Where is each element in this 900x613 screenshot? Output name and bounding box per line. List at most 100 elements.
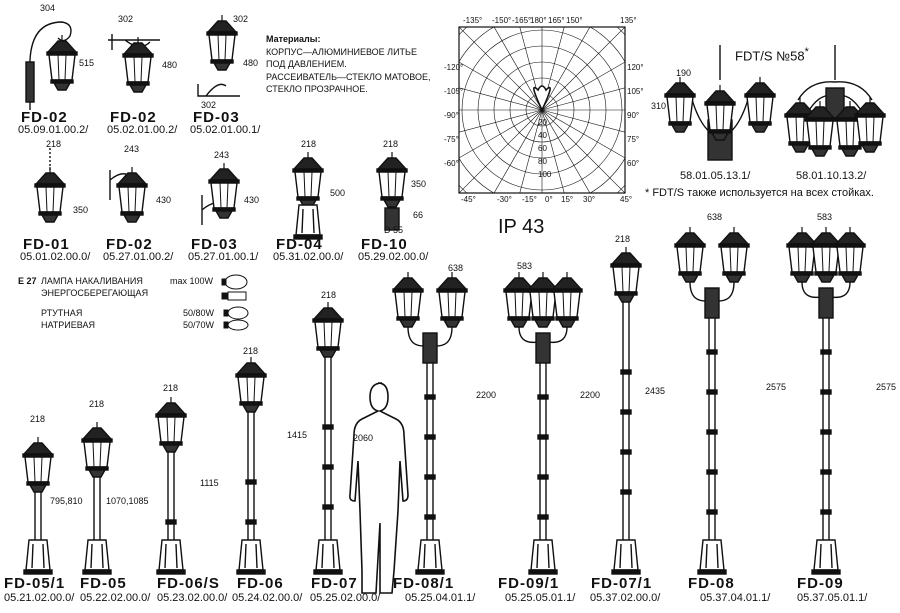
fdts-dim-w: 190 [676,68,692,78]
materials-title: Материалы: [266,34,321,44]
polar-ring-label: 60 [538,144,547,153]
dim-height: 350 [411,179,427,189]
product-code: 05.24.02.00.0/ [232,592,303,604]
polar-label-bottom: 30° [583,195,596,204]
dim-width: 304 [40,3,56,13]
polar-ring-label: 100 [538,170,552,179]
product-code: 05.37.05.01.1/ [797,592,868,604]
polar-label-left: -120° [444,63,464,72]
dim-height: 480 [243,58,259,68]
product-code: 05.09.01.00.2/ [18,124,89,136]
product-code: 05.37.02.00.0/ [590,592,661,604]
fdts-code-2: 58.01.10.13.2/ [796,170,867,182]
polar-label-bottom: -30° [497,195,512,204]
dim-height: 2200 [476,390,497,400]
model-label: FD-05/1 [4,575,66,592]
model-label: FD-07/1 [591,575,653,592]
ip-rating: IP 43 [498,216,545,238]
lamp-row-name: НАТРИЕВАЯ [41,320,95,330]
polar-label-bottom: 45° [620,195,633,204]
product-code: 05.22.02.00.0/ [80,592,151,604]
model-label: FD-06/S [157,575,220,592]
dim-width: 218 [301,139,317,149]
polar-diagram [458,26,626,194]
dim-height: 2575 [766,382,787,392]
product-code: 05.02.01.00.2/ [107,124,178,136]
polar-label-bottom: -45° [461,195,476,204]
polar-label-right: 120° [627,63,644,72]
product-code: 05.25.02.00.0/ [310,592,381,604]
polar-label-bottom: -15° [522,195,537,204]
dim-width: 218 [615,234,631,244]
fdts-footnote: * FDT/S также используется на всех стойк… [645,187,874,199]
fdts-dim-h: 310 [651,101,667,111]
wall-row-drawings [25,14,240,110]
fdts-title: FDT/S №58* [735,46,809,63]
dim-height: 430 [156,195,172,205]
pole-drawings [22,226,866,575]
model-label: FD-02 [106,236,153,253]
lamp-row-power: 50/70W [183,320,215,330]
dim-height: 795,810 [50,496,83,506]
model-label: FD-01 [23,236,70,253]
product-code: 05.23.02.00.0/ [157,592,228,604]
polar-label-left: -60° [444,159,459,168]
product-code: 05.02.01.00.1/ [190,124,261,136]
dim-width: 243 [214,150,230,160]
dim-height: 350 [73,205,89,215]
polar-label-right: 60° [627,159,640,168]
mid-row-drawings [34,148,408,240]
dim-height: 2435 [645,386,666,396]
polar-label-top: -165° [512,16,532,25]
polar-label-top: 150° [566,16,583,25]
fdts-code-1: 58.01.05.13.1/ [680,170,751,182]
product-code: 05.21.02.00.0/ [4,592,75,604]
dim-width: 218 [243,346,259,356]
product-code: 05.29.02.00.0/ [358,251,429,263]
lamp-row-name: ЛАМПА НАКАЛИВАНИЯ [41,276,143,286]
product-code: 05.01.02.00.0/ [20,251,91,263]
model-label: FD-07 [311,575,358,592]
dim-width: 302 [233,14,249,24]
polar-label-bottom: 0° [545,195,553,204]
product-code: 05.37.04.01.1/ [700,592,771,604]
polar-label-top: 180° [530,16,547,25]
polar-ring-label: 20 [538,118,547,127]
fdts-drawings [664,45,886,161]
polar-label-top: 135° [620,16,637,25]
polar-label-bottom: 15° [561,195,574,204]
model-label: FD-05 [80,575,127,592]
dim-height: 480 [162,60,178,70]
model-label: FD-02 [21,109,68,126]
materials-line: ПОД ДАВЛЕНИЕМ. [266,59,347,69]
product-code: 05.27.01.00.1/ [188,251,259,263]
lamp-row-power: max 100W [170,276,214,286]
polar-label-left: -75° [444,135,459,144]
materials-line: КОРПУС—АЛЮМИНИЕВОЕ ЛИТЬЕ [266,46,417,57]
dim-height: 1415 [287,430,308,440]
dim-height: 1070,1085 [106,496,149,506]
dim-width: 218 [46,139,62,149]
dim-height: 2575 [876,382,897,392]
lamp-row-name: РТУТНАЯ [41,308,83,318]
dim-width: 583 [817,212,833,222]
polar-ring-label: 40 [538,131,547,140]
human-height: 2060 [353,433,374,443]
lamp-socket: E 27 [18,276,37,286]
model-label: FD-03 [191,236,238,253]
polar-label-top: 165° [548,16,565,25]
materials-block: Материалы: КОРПУС—АЛЮМИНИЕВОЕ ЛИТЬЕ ПОД … [266,33,430,96]
polar-label-right: 75° [627,135,640,144]
product-code: 05.27.01.00.2/ [103,251,174,263]
lamp-icons [221,274,249,331]
dim-height: 515 [79,58,95,68]
dim-width: 218 [383,139,399,149]
materials-line: РАССЕИВАТЕЛЬ—СТЕКЛО МАТОВОЕ, [266,71,431,82]
model-label: FD-10 [361,236,408,253]
model-label: FD-08 [688,575,735,592]
polar-label-left: -90° [444,111,459,120]
product-code: 05.25.05.01.1/ [505,592,576,604]
dim-height: 500 [330,188,346,198]
dim-width: 218 [89,399,105,409]
